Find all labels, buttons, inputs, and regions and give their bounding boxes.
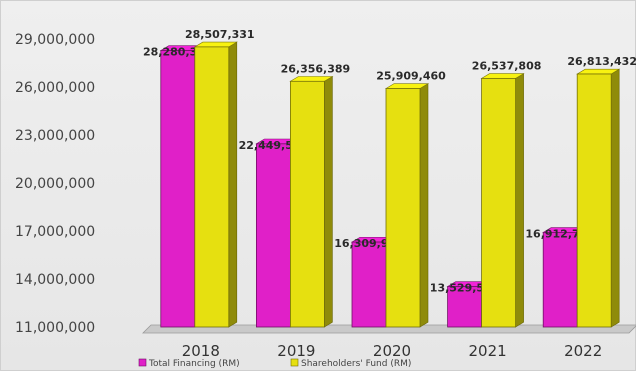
bar-side-shareholders-fund-2020	[419, 83, 429, 328]
bar-top-shareholders-fund-2018	[193, 41, 238, 48]
y-tick-label: 17,000,000	[15, 224, 95, 240]
bar-side-shareholders-fund-2019	[324, 75, 333, 328]
bar-shareholders-fund-2020	[385, 88, 421, 328]
bar-side-shareholders-fund-2022	[610, 68, 620, 328]
bar-shareholders-fund-2021	[481, 77, 517, 328]
bar-top-shareholders-fund-2020	[384, 83, 430, 89]
bar-total-financing-2018	[160, 50, 196, 328]
bar-top-shareholders-fund-2019	[289, 76, 334, 82]
data-label-shareholders-fund-2021: 26,537,808	[472, 60, 542, 73]
legend-swatch-shareholders-fund	[290, 358, 299, 367]
data-label-shareholders-fund-2019: 26,356,389	[281, 62, 351, 75]
data-label-shareholders-fund-2022: 26,813,432	[567, 55, 636, 68]
data-label-shareholders-fund-2018: 28,507,331	[185, 28, 255, 41]
y-tick-label: 23,000,000	[15, 128, 95, 144]
bar-total-financing-2020	[351, 241, 387, 328]
y-tick-label: 14,000,000	[15, 272, 95, 288]
legend-label-total-financing: Total Financing (RM)	[148, 359, 240, 369]
legend-swatch-total-financing	[138, 358, 147, 367]
x-tick-label-2019: 2019	[277, 342, 315, 360]
bar-total-financing-2022	[542, 231, 578, 328]
bar-shareholders-fund-2022	[576, 73, 612, 328]
x-tick-label-2018: 2018	[182, 342, 220, 360]
x-tick-label-2022: 2022	[564, 342, 602, 360]
x-tick-label-2021: 2021	[469, 342, 507, 360]
bar-side-shareholders-fund-2018	[228, 41, 238, 328]
x-tick-label-2020: 2020	[373, 342, 411, 360]
y-tick-label: 20,000,000	[15, 176, 95, 192]
bar-side-shareholders-fund-2021	[515, 73, 524, 328]
bar-top-shareholders-fund-2021	[480, 73, 525, 79]
legend-label-shareholders-fund: Shareholders' Fund (RM)	[301, 359, 411, 369]
bar-shareholders-fund-2019	[289, 80, 325, 328]
bar-total-financing-2021	[447, 286, 483, 328]
y-tick-label: 26,000,000	[15, 80, 95, 96]
bar-shareholders-fund-2018	[194, 46, 230, 328]
data-label-shareholders-fund-2020: 25,909,460	[376, 70, 446, 83]
y-tick-label: 11,000,000	[15, 320, 95, 336]
bar-total-financing-2019	[255, 143, 291, 328]
bar-top-shareholders-fund-2022	[576, 68, 621, 75]
y-tick-label: 29,000,000	[15, 32, 95, 48]
